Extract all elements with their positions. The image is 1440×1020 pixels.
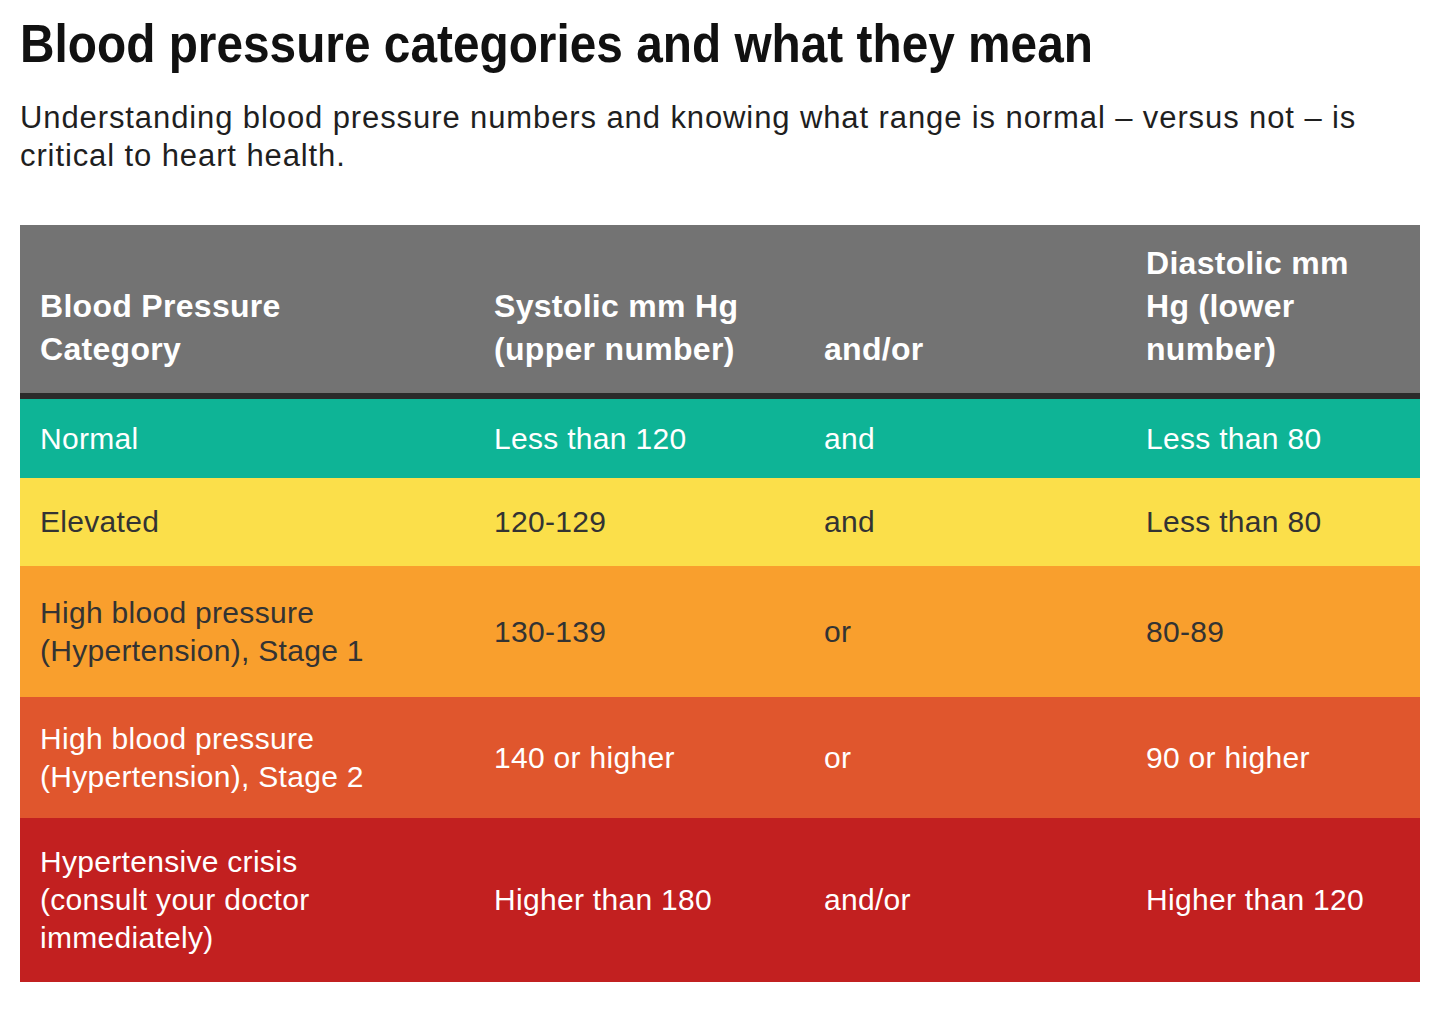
header-diastolic: Diastolic mm Hg (lower number) [1126,225,1420,396]
page-content: Blood pressure categories and what they … [0,0,1440,982]
blood-pressure-table: Blood Pressure Category Systolic mm Hg (… [20,225,1420,982]
cell-systolic: Less than 120 [474,396,804,478]
cell-systolic: Higher than 180 [474,818,804,982]
cell-category: High blood pressure (Hypertension), Stag… [20,566,474,697]
header-systolic: Systolic mm Hg (upper number) [474,225,804,396]
table-row-elevated: Elevated 120-129 and Less than 80 [20,478,1420,566]
intro-text: Understanding blood pressure numbers and… [20,99,1420,175]
table-header-row: Blood Pressure Category Systolic mm Hg (… [20,225,1420,396]
cell-connector: or [804,566,1126,697]
cell-diastolic: 90 or higher [1126,697,1420,818]
cell-category: High blood pressure (Hypertension), Stag… [20,697,474,818]
cell-diastolic: Higher than 120 [1126,818,1420,982]
header-category: Blood Pressure Category [20,225,474,396]
table-row-stage2: High blood pressure (Hypertension), Stag… [20,697,1420,818]
cell-connector: or [804,697,1126,818]
cell-systolic: 120-129 [474,478,804,566]
cell-category: Hypertensive crisis (consult your doctor… [20,818,474,982]
cell-systolic: 130-139 [474,566,804,697]
cell-category: Elevated [20,478,474,566]
page-title: Blood pressure categories and what they … [20,0,1259,70]
cell-category: Normal [20,396,474,478]
cell-diastolic: Less than 80 [1126,396,1420,478]
cell-connector: and [804,396,1126,478]
table-row-stage1: High blood pressure (Hypertension), Stag… [20,566,1420,697]
cell-diastolic: 80-89 [1126,566,1420,697]
header-connector: and/or [804,225,1126,396]
cell-connector: and [804,478,1126,566]
cell-diastolic: Less than 80 [1126,478,1420,566]
cell-systolic: 140 or higher [474,697,804,818]
cell-connector: and/or [804,818,1126,982]
table-row-crisis: Hypertensive crisis (consult your doctor… [20,818,1420,982]
table-row-normal: Normal Less than 120 and Less than 80 [20,396,1420,478]
